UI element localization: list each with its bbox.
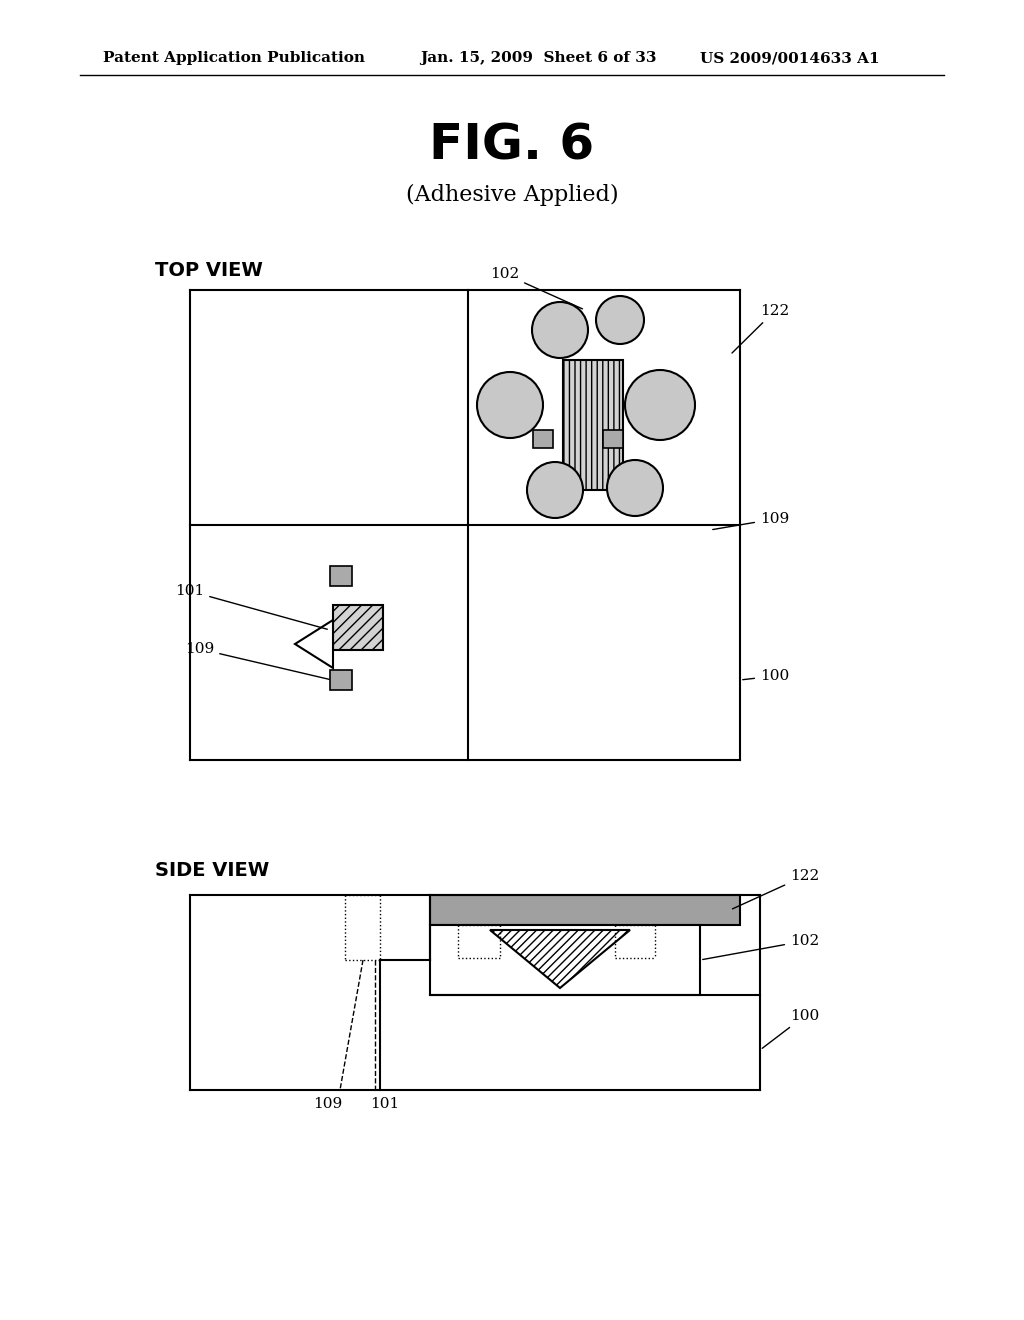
- Ellipse shape: [596, 296, 644, 345]
- Text: Patent Application Publication: Patent Application Publication: [103, 51, 365, 65]
- Ellipse shape: [527, 462, 583, 517]
- Bar: [563, 360, 623, 490]
- Text: 100: 100: [762, 1008, 819, 1048]
- Bar: [430, 925, 700, 995]
- Bar: [430, 895, 740, 925]
- Bar: [330, 671, 352, 690]
- Text: 100: 100: [742, 669, 790, 682]
- Polygon shape: [490, 931, 630, 987]
- Text: 101: 101: [175, 583, 328, 630]
- Bar: [603, 430, 623, 447]
- Ellipse shape: [477, 372, 543, 438]
- Text: (Adhesive Applied): (Adhesive Applied): [406, 183, 618, 206]
- Bar: [330, 566, 352, 586]
- Text: US 2009/0014633 A1: US 2009/0014633 A1: [700, 51, 880, 65]
- Polygon shape: [295, 620, 333, 668]
- Text: 109: 109: [185, 642, 330, 680]
- Bar: [534, 430, 553, 447]
- Bar: [333, 605, 383, 649]
- Text: TOP VIEW: TOP VIEW: [155, 260, 263, 280]
- Ellipse shape: [532, 302, 588, 358]
- Text: 102: 102: [490, 267, 583, 309]
- Text: SIDE VIEW: SIDE VIEW: [155, 861, 269, 879]
- Text: 122: 122: [732, 304, 790, 352]
- Text: 109: 109: [313, 1097, 343, 1111]
- Text: Jan. 15, 2009  Sheet 6 of 33: Jan. 15, 2009 Sheet 6 of 33: [420, 51, 656, 65]
- Text: 109: 109: [713, 512, 790, 529]
- Ellipse shape: [607, 459, 663, 516]
- Text: 102: 102: [702, 935, 819, 960]
- Text: 101: 101: [371, 1097, 399, 1111]
- Ellipse shape: [625, 370, 695, 440]
- Text: 122: 122: [732, 869, 819, 909]
- Text: FIG. 6: FIG. 6: [429, 121, 595, 169]
